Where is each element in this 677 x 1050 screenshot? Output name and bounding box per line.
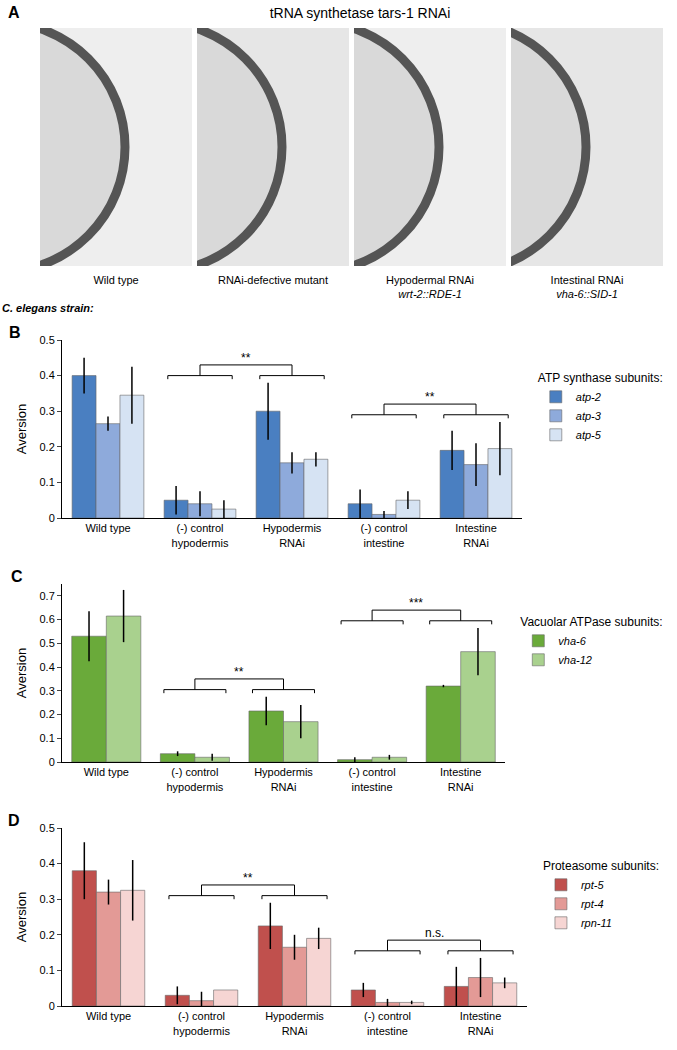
svg-text:Wild type: Wild type xyxy=(93,274,138,286)
svg-text:wrt-2::RDE-1: wrt-2::RDE-1 xyxy=(398,288,462,300)
svg-text:atp-5: atp-5 xyxy=(576,429,602,441)
svg-text:IntestineRNAi: IntestineRNAi xyxy=(440,766,482,792)
svg-text:0.5: 0.5 xyxy=(40,637,55,649)
svg-text:Intestinal RNAi: Intestinal RNAi xyxy=(551,274,624,286)
svg-text:0.1: 0.1 xyxy=(40,732,55,744)
svg-text:Hypodermal RNAi: Hypodermal RNAi xyxy=(386,274,474,286)
svg-text:0.4: 0.4 xyxy=(40,857,55,869)
svg-text:Wild type: Wild type xyxy=(86,1010,131,1022)
svg-text:C. elegans strain:: C. elegans strain: xyxy=(2,302,94,314)
svg-text:***: *** xyxy=(409,596,423,610)
svg-text:C: C xyxy=(11,568,23,585)
svg-text:A: A xyxy=(8,4,20,21)
svg-text:0: 0 xyxy=(49,1000,55,1012)
svg-text:atp-3: atp-3 xyxy=(576,410,602,422)
svg-text:IntestineRNAi: IntestineRNAi xyxy=(460,1010,502,1036)
svg-text:Wild type: Wild type xyxy=(85,522,130,534)
svg-text:rpn-11: rpn-11 xyxy=(581,917,612,929)
svg-text:(-) controlhypodermis: (-) controlhypodermis xyxy=(172,522,229,548)
svg-text:(-) controlhypodermis: (-) controlhypodermis xyxy=(173,1010,230,1036)
svg-text:HypodermisRNAi: HypodermisRNAi xyxy=(263,522,322,548)
svg-text:rpt-4: rpt-4 xyxy=(581,898,604,910)
svg-text:0.2: 0.2 xyxy=(40,441,55,453)
svg-text:0.3: 0.3 xyxy=(40,405,55,417)
svg-text:vha-6: vha-6 xyxy=(558,635,586,647)
svg-text:(-) controlintestine: (-) controlintestine xyxy=(349,766,396,792)
svg-text:**: ** xyxy=(425,390,435,404)
svg-text:(-) controlintestine: (-) controlintestine xyxy=(360,522,407,548)
svg-text:0.3: 0.3 xyxy=(40,685,55,697)
svg-text:vha-12: vha-12 xyxy=(558,654,592,666)
svg-text:tRNA synthetase tars-1 RNAi: tRNA synthetase tars-1 RNAi xyxy=(270,5,451,21)
svg-text:Vacuolar ATPase subunits:: Vacuolar ATPase subunits: xyxy=(520,615,662,629)
svg-text:Aversion: Aversion xyxy=(14,648,29,698)
svg-text:atp-2: atp-2 xyxy=(576,391,601,403)
svg-text:**: ** xyxy=(241,351,251,365)
svg-text:0: 0 xyxy=(49,512,55,524)
svg-text:vha-6::SID-1: vha-6::SID-1 xyxy=(556,288,618,300)
svg-text:RNAi-defective mutant: RNAi-defective mutant xyxy=(218,274,328,286)
svg-text:rpt-5: rpt-5 xyxy=(581,879,605,891)
svg-text:n.s.: n.s. xyxy=(425,926,444,940)
svg-text:0: 0 xyxy=(49,756,55,768)
svg-text:(-) controlintestine: (-) controlintestine xyxy=(364,1010,411,1036)
svg-text:0.4: 0.4 xyxy=(40,661,55,673)
svg-text:0.7: 0.7 xyxy=(40,590,55,602)
svg-text:0.2: 0.2 xyxy=(40,708,55,720)
svg-text:Aversion: Aversion xyxy=(14,404,29,454)
svg-text:**: ** xyxy=(234,665,244,679)
svg-text:0.6: 0.6 xyxy=(40,613,55,625)
svg-text:ATP synthase subunits:: ATP synthase subunits: xyxy=(538,371,663,385)
svg-text:0.1: 0.1 xyxy=(40,964,55,976)
svg-text:0.3: 0.3 xyxy=(40,893,55,905)
svg-text:HypodermisRNAi: HypodermisRNAi xyxy=(265,1010,324,1036)
svg-text:HypodermisRNAi: HypodermisRNAi xyxy=(254,766,313,792)
svg-text:0.2: 0.2 xyxy=(40,929,55,941)
svg-text:Aversion: Aversion xyxy=(14,892,29,942)
svg-text:(-) controlhypodermis: (-) controlhypodermis xyxy=(166,766,223,792)
svg-text:B: B xyxy=(9,324,21,341)
svg-text:Wild type: Wild type xyxy=(84,766,129,778)
svg-text:0.1: 0.1 xyxy=(40,476,55,488)
svg-text:**: ** xyxy=(243,871,253,885)
svg-text:IntestineRNAi: IntestineRNAi xyxy=(455,522,497,548)
svg-text:0.4: 0.4 xyxy=(40,369,55,381)
svg-text:Proteasome subunits:: Proteasome subunits: xyxy=(543,859,659,873)
svg-text:D: D xyxy=(8,812,20,829)
svg-text:0.5: 0.5 xyxy=(40,334,55,346)
svg-text:0.5: 0.5 xyxy=(40,822,55,834)
